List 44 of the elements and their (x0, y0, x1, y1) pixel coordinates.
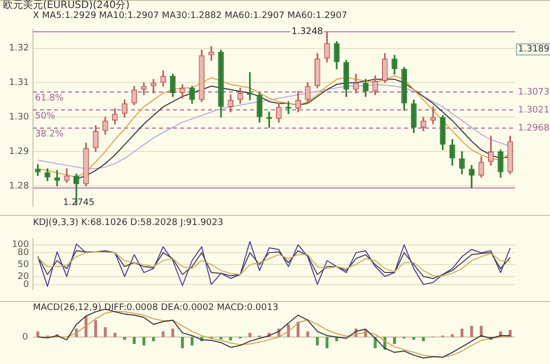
y-tick-label: 0 (23, 280, 30, 290)
bar (84, 316, 88, 337)
bar (412, 337, 416, 340)
y-tick-label: 80 (18, 248, 30, 258)
candlestick (430, 106, 436, 124)
chart-title: KDJ(9,3,3) K:68.1026 D:58.2028 J:91.9023 (33, 218, 224, 228)
bar (422, 337, 425, 342)
bar (113, 332, 116, 337)
ref-line-label: 1.3073 (518, 87, 550, 98)
bar (296, 322, 300, 337)
y-tick-label: 1.28 (8, 181, 30, 192)
bar (450, 334, 454, 337)
ref-line-label: 1.2968 (518, 123, 550, 134)
bar (123, 337, 126, 340)
y-tick-label: 1.32 (8, 44, 29, 54)
annotation: 1.3248 (292, 27, 324, 38)
chart-title: MACD(26,12,9) DIFF:0.0008 DEA:0.0002 MACD:0.0013 (33, 303, 278, 313)
bar (248, 332, 252, 337)
y-tick-label: 1.29 (8, 146, 30, 157)
annotation: 1.2745 (63, 198, 94, 208)
y-tick-label: 50 (18, 260, 30, 270)
bar (162, 331, 165, 337)
bar (36, 331, 40, 337)
bar (94, 320, 98, 337)
bar (229, 337, 232, 340)
y-tick-label: 1.30 (8, 112, 30, 122)
y-tick-label: 1.31 (8, 78, 29, 88)
bar (460, 328, 464, 337)
candlestick (150, 78, 156, 94)
bar (393, 337, 396, 344)
ref-line-label: 1.3021 (518, 105, 550, 116)
text: 1.3189 (518, 44, 550, 55)
annotation: 38.2% (35, 129, 64, 140)
bar (326, 337, 328, 348)
bar (470, 326, 474, 337)
y-tick-label: 20 (18, 272, 30, 282)
annotation: 50% (35, 111, 56, 122)
chart-subtitle: X MA5:1.2929 MA10:1.2907 MA30:1.2882 MA60:1.2907 MA60:1.2907 (33, 11, 348, 21)
bar (142, 337, 146, 346)
bar (152, 337, 155, 342)
annotation: 61.8% (35, 93, 64, 104)
bar (316, 337, 319, 346)
bar (190, 337, 194, 346)
bar (180, 337, 184, 348)
